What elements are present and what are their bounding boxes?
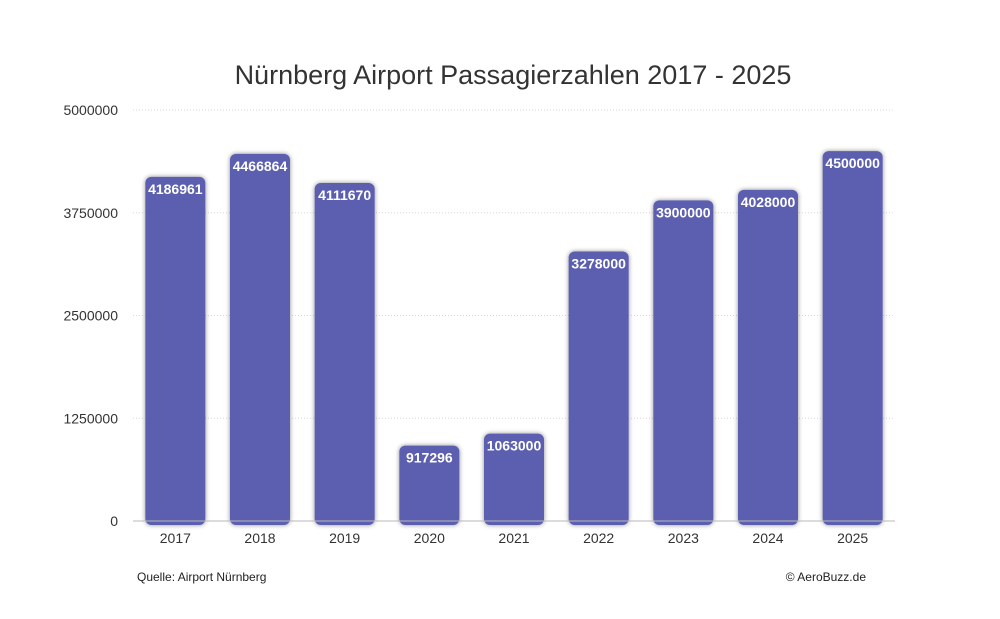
bar — [822, 151, 883, 525]
y-tick-label: 0 — [110, 513, 118, 529]
x-tick-label: 2022 — [583, 530, 614, 546]
x-tick-label: 2017 — [160, 530, 191, 546]
bar-value-label: 4111670 — [318, 187, 371, 203]
y-tick-label: 2500000 — [63, 308, 118, 324]
bar — [230, 153, 290, 525]
bar — [568, 251, 629, 525]
x-tick-label: 2021 — [498, 530, 529, 546]
x-tick-label: 2020 — [414, 530, 445, 546]
x-tick-label: 2024 — [752, 530, 783, 546]
bar-value-label: 1063000 — [487, 438, 542, 454]
copyright-note: © AeroBuzz.de — [785, 570, 866, 584]
bar-value-label: 4186961 — [148, 181, 203, 197]
y-tick-label: 1250000 — [63, 410, 118, 426]
x-tick-label: 2019 — [329, 530, 360, 546]
bar-value-label: 4500000 — [825, 155, 880, 171]
y-tick-label: 5000000 — [63, 102, 118, 118]
y-tick-label: 3750000 — [63, 205, 118, 221]
bar-value-label: 4466864 — [233, 158, 288, 174]
source-note: Quelle: Airport Nürnberg — [137, 570, 267, 584]
bar — [314, 183, 375, 525]
x-tick-label: 2025 — [837, 530, 868, 546]
bar — [484, 433, 544, 525]
bar — [145, 176, 206, 526]
bar-value-label: 3278000 — [571, 256, 626, 272]
x-tick-label: 2023 — [668, 530, 699, 546]
bar-value-label: 3900000 — [656, 204, 711, 220]
bar — [399, 445, 460, 525]
bar-value-label: 4028000 — [741, 194, 796, 210]
x-tick-label: 2018 — [244, 530, 275, 546]
bar-value-label: 917296 — [406, 450, 453, 466]
bar — [653, 200, 714, 526]
chart-title: Nürnberg Airport Passagierzahlen 2017 - … — [234, 60, 792, 90]
bar — [738, 189, 798, 525]
